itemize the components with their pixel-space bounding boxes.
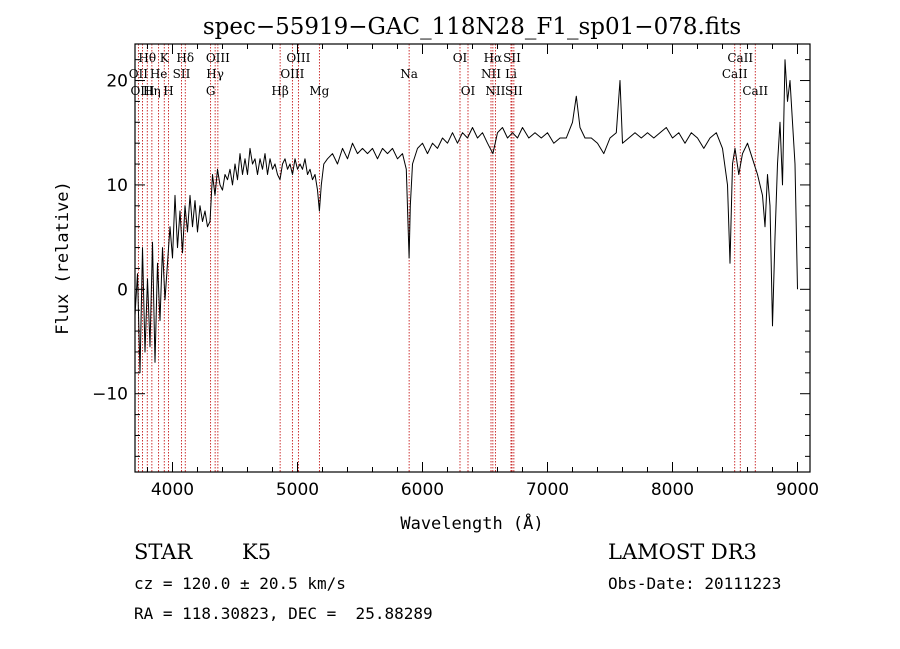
spectral-line-label: Hβ [271, 84, 288, 98]
spectral-line-label: OIII [280, 67, 304, 81]
redshift-line: cz = 120.0 ± 20.5 km/s [134, 574, 346, 593]
spectral-line-label: OI [453, 51, 468, 65]
x-tick-label: 5000 [276, 480, 319, 500]
spectral-line-label: Hδ [176, 51, 194, 65]
axis-ticks: 4000 5000 6000 7000 8000 9000 −10 0 10 20 [92, 44, 819, 500]
coordinates-line: RA = 118.30823, DEC = 25.88289 [134, 604, 433, 623]
spectral-line-label: OI [461, 84, 476, 98]
object-class: STAR [134, 540, 193, 564]
spectral-line-label: Mg [309, 84, 329, 98]
subclass: K5 [242, 540, 272, 564]
spectral-line-label: CaII [727, 51, 753, 65]
spectral-line-label: Li [505, 67, 517, 81]
x-tick-label: 6000 [401, 480, 444, 500]
spectral-line-label: Na [400, 67, 418, 81]
flux-line [134, 59, 798, 374]
spectral-line-label: H [163, 84, 173, 98]
flux-series [134, 59, 798, 374]
spectral-line-label: SII [505, 84, 523, 98]
spectral-line-label: K [160, 51, 170, 65]
y-tick-label: 10 [106, 176, 128, 196]
spectral-line-label: OII [129, 67, 149, 81]
x-tick-label: 4000 [151, 480, 194, 500]
spectral-line-label: NII [485, 84, 505, 98]
spectral-line-label: NII [481, 67, 501, 81]
survey-name: LAMOST DR3 [608, 540, 757, 564]
spectral-line-label: CaII [722, 67, 748, 81]
spectral-line-label: OIII [286, 51, 310, 65]
y-axis-label: Flux (relative) [53, 181, 73, 335]
spectral-line-label: OIII [206, 51, 230, 65]
spectral-line-label: He [150, 67, 168, 81]
spectral-line-label: Hα [484, 51, 503, 65]
spectral-line-label: Hγ [206, 67, 224, 81]
spectral-line-label: CaII [742, 84, 768, 98]
x-tick-label: 9000 [776, 480, 819, 500]
plot-frame [134, 43, 811, 473]
spectral-line-label: Hη [143, 84, 161, 98]
spectral-line-label: OIII [130, 84, 154, 98]
spectral-line-label: Hθ [138, 51, 156, 65]
spectral-line-label: G [206, 84, 216, 98]
x-tick-label: 8000 [651, 480, 694, 500]
obs-date-line: Obs-Date: 20111223 [608, 574, 782, 593]
spectral-line-markers [137, 44, 756, 472]
y-tick-label: 20 [106, 72, 128, 92]
y-tick-label: −10 [92, 385, 128, 405]
spectral-line-label: SII [503, 51, 521, 65]
spectral-line-label: SII [173, 67, 191, 81]
x-axis-label: Wavelength (Å) [400, 512, 543, 534]
y-tick-label: 0 [117, 280, 128, 300]
x-tick-label: 7000 [526, 480, 569, 500]
chart-title: spec−55919−GAC_118N28_F1_sp01−078.fits [203, 14, 741, 40]
